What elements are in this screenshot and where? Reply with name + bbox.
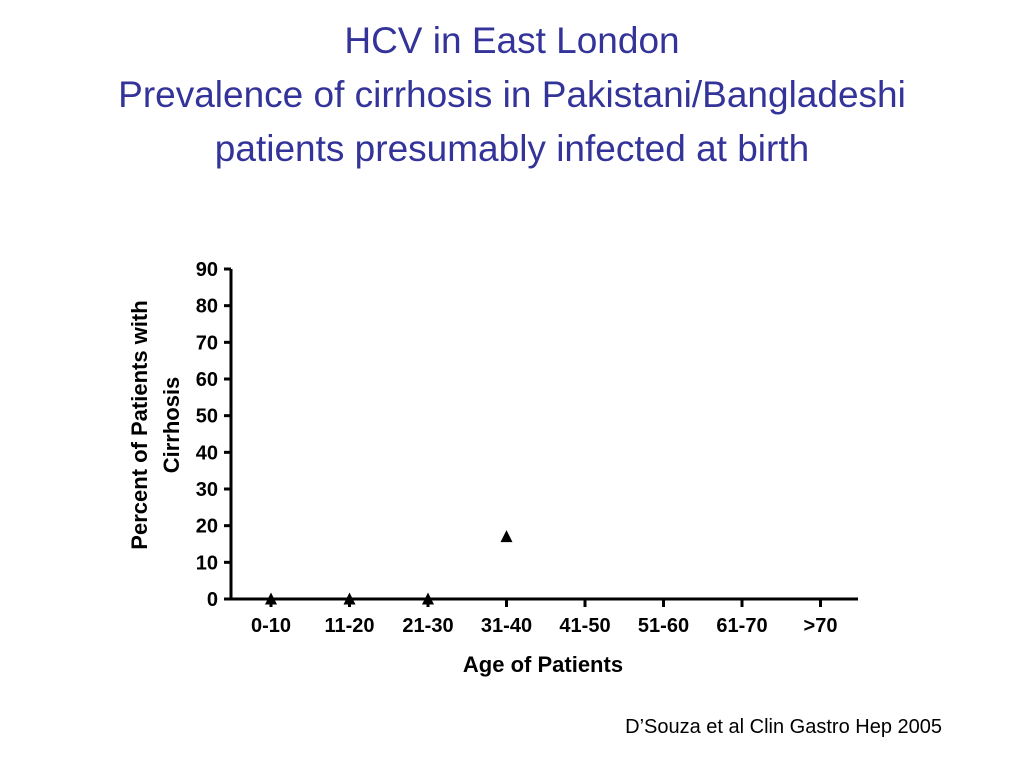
data-point-31-40 (500, 530, 513, 543)
x-axis-title: Age of Patients (463, 652, 623, 677)
x-tick-label: 21-30 (402, 615, 453, 637)
x-tick-label: >70 (804, 615, 838, 637)
y-axis-title-line-2: Cirrhosis (159, 377, 184, 474)
y-tick-label: 0 (207, 589, 218, 611)
x-tick-label: 0-10 (251, 615, 291, 637)
x-axis-ticks: 0-10 11-20 21-30 31-40 41-50 51-60 61-70 >70 (251, 599, 837, 637)
y-tick-label: 90 (196, 259, 218, 281)
title-line-3: patients presumably infected at birth (214, 128, 810, 169)
data-points (265, 530, 513, 605)
citation: D’Souza et al Clin Gastro Hep 2005 (625, 716, 942, 738)
x-tick-label: 61-70 (716, 615, 767, 637)
x-tick-label: 51-60 (638, 615, 689, 637)
title-line-2: Prevalence of cirrhosis in Pakistani/Ban… (118, 74, 906, 115)
y-tick-label: 10 (196, 552, 218, 574)
y-tick-label: 80 (196, 296, 218, 318)
y-axis-title: Percent of Patients with Cirrhosis (127, 300, 184, 549)
y-tick-label: 20 (196, 516, 218, 538)
title-line-1: HCV in East London (344, 20, 680, 61)
slide-title: HCV in East London Prevalence of cirrhos… (0, 14, 1024, 176)
y-axis-ticks: 0 10 20 30 40 50 60 70 80 90 (196, 259, 231, 611)
data-point-0-10 (265, 592, 277, 605)
y-tick-label: 70 (196, 332, 218, 354)
data-point-21-30 (422, 592, 434, 605)
data-point-11-20 (343, 592, 356, 605)
y-tick-label: 30 (196, 479, 218, 501)
y-tick-label: 40 (196, 442, 218, 464)
y-tick-label: 60 (196, 369, 218, 391)
x-tick-label: 41-50 (559, 615, 610, 637)
x-tick-label: 11-20 (324, 615, 374, 637)
x-tick-label: 31-40 (481, 615, 532, 637)
y-tick-label: 50 (196, 406, 218, 428)
y-axis-title-line-1: Percent of Patients with (127, 300, 152, 549)
